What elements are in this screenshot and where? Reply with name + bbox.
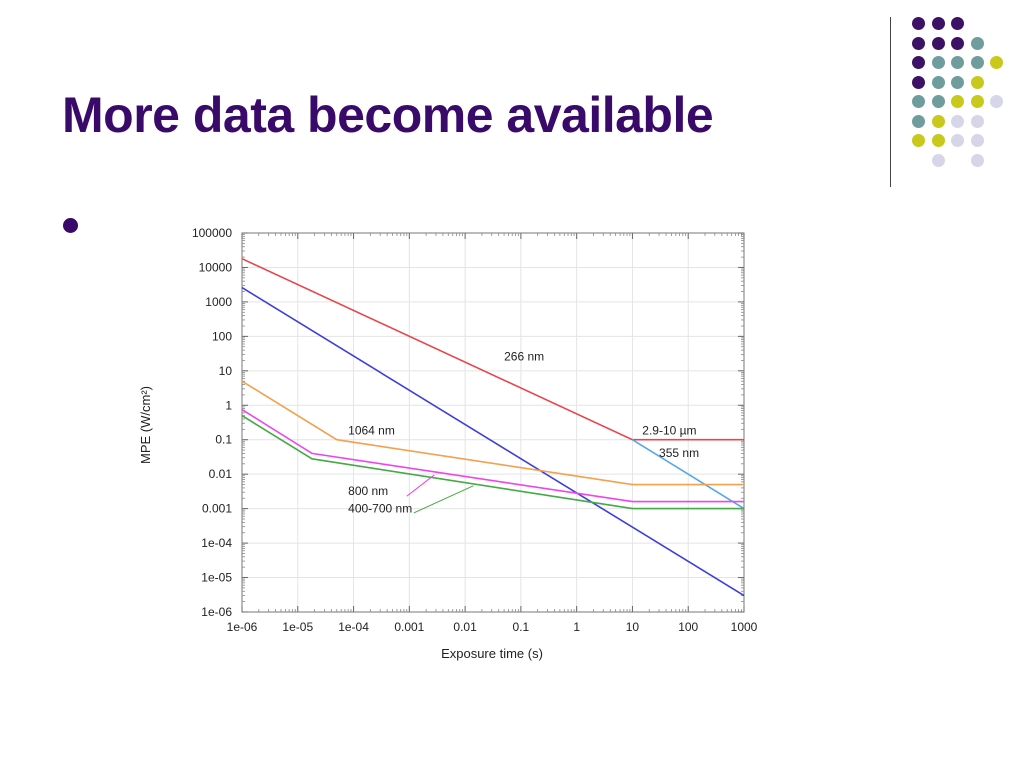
series-line-2 [631, 439, 745, 510]
decoration-dot [970, 36, 984, 50]
y-tick-label: 1 [225, 398, 232, 412]
decoration-dot [912, 36, 925, 50]
decoration-dot [931, 75, 945, 89]
x-axis-label: Exposure time (s) [441, 646, 543, 661]
decoration-dot [912, 56, 925, 69]
decoration-dot [931, 153, 945, 167]
annotation-label: 266 nm [504, 349, 544, 363]
y-tick-label: 0.01 [209, 467, 233, 481]
decoration-dot [970, 95, 984, 108]
decoration-dot [931, 17, 945, 30]
slide-title: More data become available [62, 87, 714, 143]
x-tick-label: 100 [678, 620, 698, 634]
decoration-dot [951, 95, 964, 108]
decoration-dot [931, 95, 945, 108]
label-leader-400-700nm [413, 485, 474, 514]
decoration-dot [931, 114, 945, 128]
series-line-4 [241, 380, 744, 486]
decoration-dot [990, 56, 1003, 69]
mpe-chart: 1e-06 1e-05 1e-04 0.001 0.01 0.1 1 10 100 1000100… [138, 226, 758, 661]
decoration-dot [970, 75, 984, 89]
y-tick-label: 0.001 [202, 502, 232, 516]
y-tick-label: 100000 [192, 226, 232, 240]
decoration-dot [931, 36, 945, 50]
y-tick-label: 10 [219, 364, 233, 378]
x-tick-label: 1e-04 [338, 620, 369, 634]
decoration-dot [912, 114, 925, 128]
y-tick-label: 100 [212, 329, 232, 343]
label-leader-800nm [406, 474, 435, 497]
annotation-label: 800 nm [348, 484, 388, 498]
y-tick-label: 1e-04 [201, 536, 232, 550]
decoration-dot [912, 17, 925, 30]
x-tick-label: 1e-06 [227, 620, 258, 634]
annotation-label: 2.9-10 µm [642, 424, 696, 438]
decoration-dot [970, 114, 984, 128]
x-tick-label: 0.1 [513, 620, 530, 634]
annotation-label: 355 nm [659, 446, 699, 460]
decoration-dot [970, 56, 984, 69]
y-tick-label: 0.1 [215, 433, 232, 447]
decoration-dot [970, 134, 984, 147]
series-line-5 [241, 408, 744, 503]
series-line-6 [241, 414, 744, 510]
decoration-dot [951, 56, 964, 69]
divider-line [890, 17, 891, 187]
annotation-label: 400-700 nm [348, 501, 412, 515]
decoration-dot [951, 36, 964, 50]
decoration-dot [931, 134, 945, 147]
series-line-3 [241, 286, 745, 597]
decoration-dot [951, 75, 964, 89]
decoration-dot [970, 153, 984, 167]
x-tick-label: 0.01 [453, 620, 477, 634]
y-axis-label: MPE (W/cm²) [138, 386, 153, 464]
x-tick-label: 1 [573, 620, 580, 634]
decoration-dot [931, 56, 945, 69]
x-tick-label: 1e-05 [282, 620, 313, 634]
annotation-label: 1064 nm [348, 424, 395, 438]
x-tick-label: 10 [626, 620, 640, 634]
x-tick-label: 1000 [731, 620, 758, 634]
bullet-point [63, 218, 78, 233]
decoration-dot [912, 95, 925, 108]
decoration-dot [912, 134, 925, 147]
y-tick-label: 10000 [199, 260, 233, 274]
decoration-dot [951, 134, 964, 147]
decoration-dot [951, 114, 964, 128]
decoration-dot [912, 75, 925, 89]
plot-area [241, 232, 745, 613]
y-tick-label: 1000 [205, 295, 232, 309]
decoration-dot [990, 95, 1003, 108]
x-tick-label: 0.001 [394, 620, 424, 634]
decoration-dot [951, 17, 964, 30]
y-tick-label: 1e-06 [201, 605, 232, 619]
y-tick-label: 1e-05 [201, 571, 232, 585]
